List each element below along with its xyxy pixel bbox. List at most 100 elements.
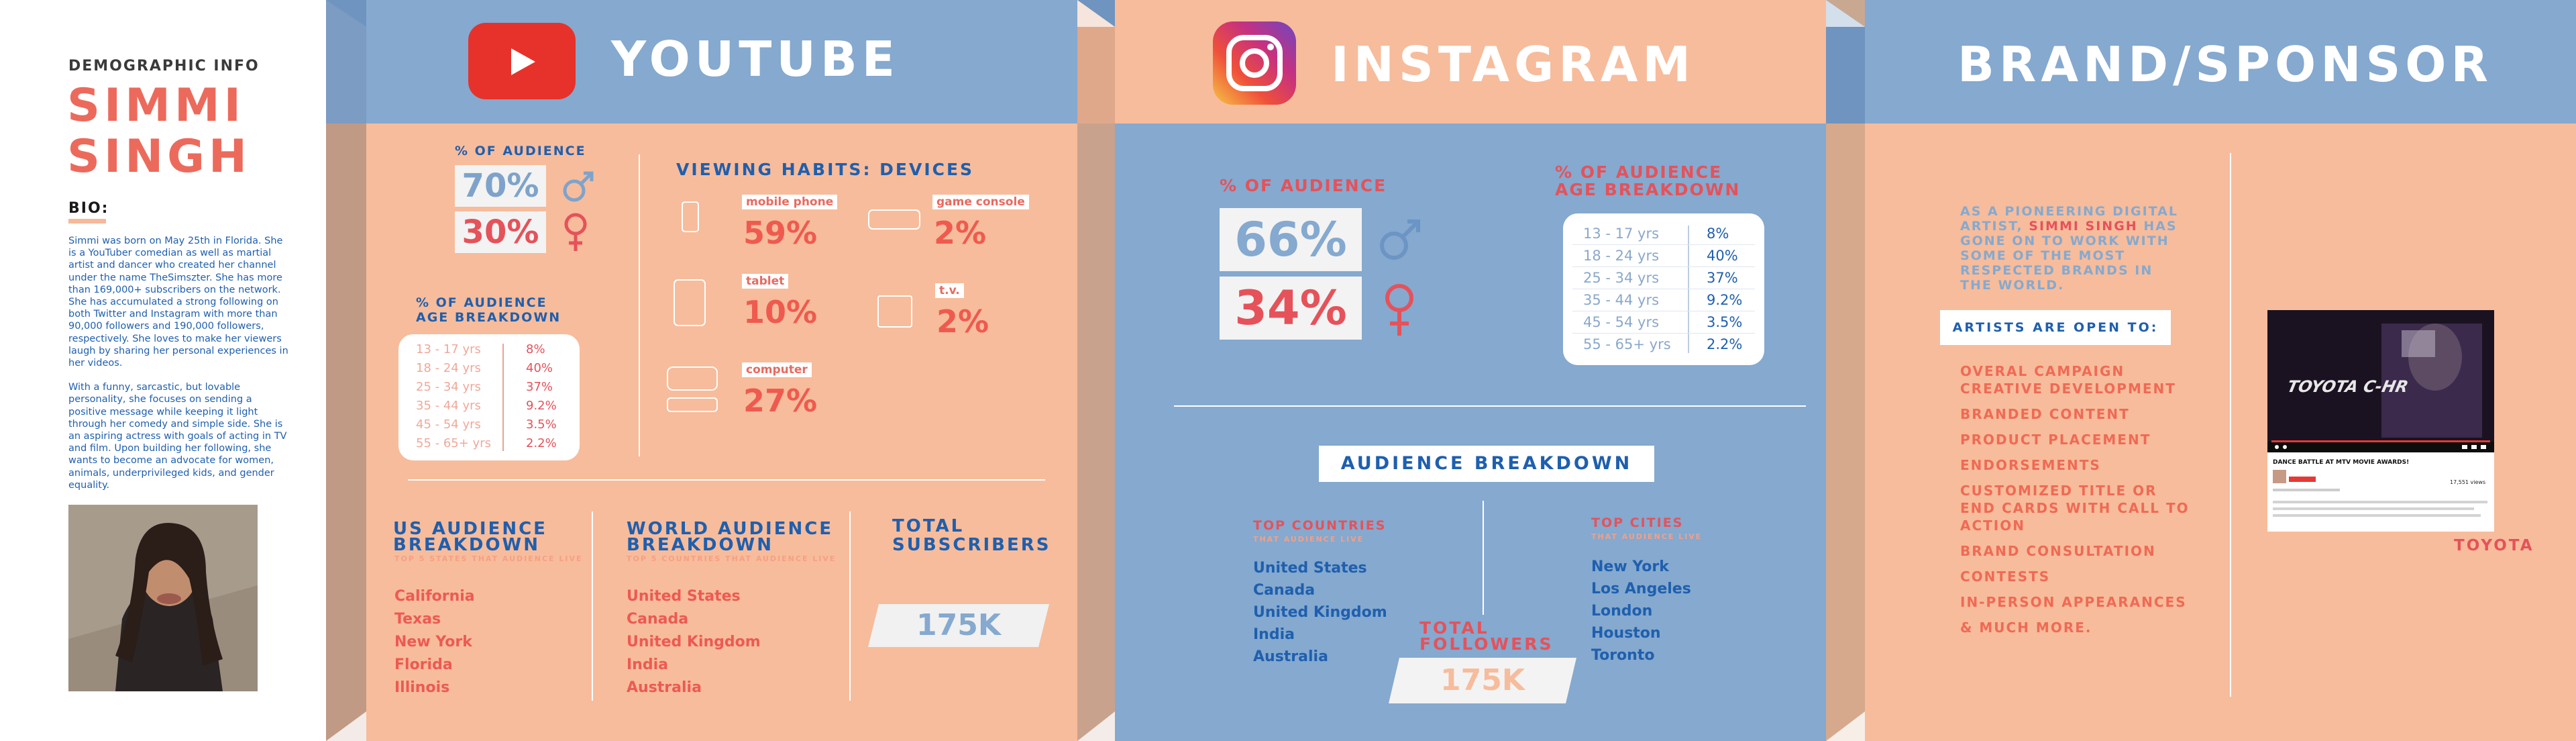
bio-paragraph-2: With a funny, sarcastic, but lovable per… <box>68 382 287 491</box>
device-value-tablet: 10% <box>743 294 818 330</box>
top-cities-list: New York Los Angeles London Houston Toro… <box>1591 556 1691 666</box>
youtube-age-divider <box>502 344 504 451</box>
video-description <box>2273 501 2487 503</box>
device-value-computer: 27% <box>743 383 818 419</box>
video-overlay-text: TOYOTA C-HR <box>2286 377 2410 396</box>
instagram-horizontal-divider <box>1174 405 1806 407</box>
bio-paragraph-1: Simmi was born on May 25th in Florida. S… <box>68 236 288 369</box>
list-item: New York <box>394 634 472 650</box>
sponsor-video-thumbnail[interactable]: TOYOTA C-HR DANCE BATTLE AT MTV MOVIE AW… <box>2267 310 2494 532</box>
list-item: BRANDED CONTENT <box>1960 406 2130 422</box>
artist-name-last: SINGH <box>67 130 251 183</box>
youtube-logo-icon <box>468 23 576 99</box>
brand-vertical-divider <box>2230 153 2231 697</box>
instagram-title: INSTAGRAM <box>1331 36 1696 93</box>
top-cities-title: TOP CITIES <box>1591 515 1684 530</box>
youtube-vertical-divider <box>639 154 640 456</box>
world-countries-list: United States Canada United Kingdom Indi… <box>627 585 761 699</box>
device-label-computer: computer <box>742 362 812 377</box>
youtube-panel: YOUTUBE % OF AUDIENCE 70% 30% % OF AUDIE… <box>326 0 1077 741</box>
devices-label: VIEWING HABITS: DEVICES <box>676 160 975 179</box>
list-item: PRODUCT PLACEMENT <box>1960 432 2151 448</box>
brand-fold-shade <box>1826 0 1865 741</box>
us-world-divider <box>592 511 593 701</box>
youtube-male-pct: 70% <box>455 165 546 207</box>
brand-intro-line3: GONE ON TO WORK WITH <box>1960 234 2169 248</box>
instagram-logo-icon <box>1213 21 1296 105</box>
top-countries-list: United States Canada United Kingdom Indi… <box>1253 557 1387 668</box>
brand-intro-line5: RESPECTED BRANDS IN <box>1960 263 2153 278</box>
brand-intro-line2: ARTIST, SIMMI SINGH HAS <box>1960 219 2178 234</box>
brand-intro-line1: AS A PIONEERING DIGITAL <box>1960 204 2178 219</box>
instagram-age-table: 13 - 17 yrs 8% 18 - 24 yrs 40% 25 - 34 yrs… <box>1563 213 1764 365</box>
youtube-title: YOUTUBE <box>611 31 900 87</box>
instagram-pct-label: % OF AUDIENCE <box>1220 176 1387 195</box>
list-item: Canada <box>627 611 689 628</box>
brand-title: BRAND/SPONSOR <box>1957 36 2493 93</box>
brand-open-list: OVERAL CAMPAIGN CREATIVE DEVELOPMENT BRA… <box>1960 362 2190 636</box>
device-label-console: game console <box>932 195 1029 209</box>
subscribe-button[interactable] <box>2289 477 2316 482</box>
channel-avatar[interactable] <box>2273 470 2286 483</box>
total-followers-title-line2: FOLLOWERS <box>1419 634 1554 654</box>
list-item: Florida <box>394 656 453 673</box>
list-item: CONTESTS <box>1960 569 2051 585</box>
list-item: Texas <box>394 611 441 628</box>
instagram-age-label-line2: AGE BREAKDOWN <box>1555 180 1741 199</box>
world-subs-divider <box>849 511 851 701</box>
computer-keyboard-icon <box>667 397 718 412</box>
us-audience-title-line1: US AUDIENCE <box>393 519 547 539</box>
world-audience-subtitle: TOP 5 COUNTRIES THAT AUDIENCE LIVE <box>627 554 837 563</box>
device-value-console: 2% <box>934 215 987 251</box>
device-value-mobile: 59% <box>743 215 818 251</box>
youtube-pct-label: % OF AUDIENCE <box>455 144 586 158</box>
male-icon <box>559 168 597 208</box>
world-audience-title: WORLD AUDIENCE BREAKDOWN <box>627 519 834 554</box>
us-states-list: California Texas New York Florida Illino… <box>394 585 475 699</box>
list-item: California <box>394 588 475 605</box>
list-item: & MUCH MORE. <box>1960 620 2092 636</box>
brand-intro-line4: SOME OF THE MOST <box>1960 248 2126 263</box>
video-title[interactable]: DANCE BATTLE AT MTV MOVIE AWARDS! <box>2273 459 2410 466</box>
instagram-panel: INSTAGRAM % OF AUDIENCE 66% 34% % OF AUD… <box>1077 0 1826 741</box>
row-line <box>1572 244 1755 245</box>
list-item: Canada <box>1253 582 1316 599</box>
list-item: Los Angeles <box>1591 581 1691 597</box>
tablet-icon <box>674 279 706 326</box>
list-item: United States <box>1253 560 1367 577</box>
total-followers-title: TOTAL FOLLOWERS <box>1419 620 1553 652</box>
top-countries-subtitle: THAT AUDIENCE LIVE <box>1253 535 1364 544</box>
list-item: Illinois <box>394 679 450 696</box>
open-to-label: ARTISTS ARE OPEN TO: <box>1940 310 2171 345</box>
instagram-age-label-line1: % OF AUDIENCE <box>1555 162 1723 182</box>
list-item: OVERAL CAMPAIGN CREATIVE DEVELOPMENT <box>1960 363 2176 397</box>
us-audience-title-line2: BREAKDOWN <box>393 535 540 555</box>
device-label-tv: t.v. <box>935 283 964 298</box>
brand-intro-line6: THE WORLD. <box>1960 278 2065 293</box>
list-item: United Kingdom <box>627 634 761 650</box>
list-item: Australia <box>627 679 702 696</box>
youtube-age-table: 13 - 17 yrs 8% 18 - 24 yrs 40% 25 - 34 yrs… <box>398 334 580 460</box>
video-description <box>2273 514 2481 517</box>
list-item: India <box>627 656 668 673</box>
total-followers-value: 175K <box>1440 663 1525 697</box>
top-countries-title: TOP COUNTRIES <box>1253 518 1387 533</box>
brand-header <box>1865 0 2576 124</box>
list-item: London <box>1591 603 1653 620</box>
device-label-tablet: tablet <box>742 274 789 289</box>
list-item: United Kingdom <box>1253 604 1387 621</box>
youtube-fold-shade <box>326 0 366 741</box>
total-followers-title-line1: TOTAL <box>1419 618 1489 638</box>
bio-underline <box>68 219 106 224</box>
list-item: BRAND CONSULTATION <box>1960 543 2156 559</box>
device-label-mobile: mobile phone <box>742 195 838 209</box>
male-icon <box>1375 215 1425 267</box>
world-audience-title-line1: WORLD AUDIENCE <box>627 519 834 539</box>
tv-icon <box>877 295 912 328</box>
us-audience-subtitle: TOP 5 STATES THAT AUDIENCE LIVE <box>394 554 583 563</box>
subscribers-badge <box>868 604 1049 647</box>
mobile-phone-icon <box>682 201 699 232</box>
list-item: Toronto <box>1591 647 1655 664</box>
youtube-horizontal-divider <box>408 479 1045 481</box>
instagram-male-pct: 66% <box>1220 208 1362 271</box>
